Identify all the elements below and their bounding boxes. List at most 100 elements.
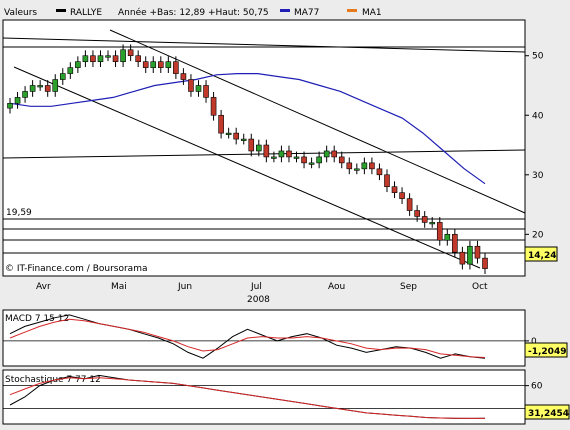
candle [120,49,126,62]
credit: © IT-Finance.com / Boursorama [5,264,147,274]
candle [301,156,307,164]
candle [165,61,172,68]
candle [421,216,428,223]
candle [97,55,104,62]
price-tick-label: 20 [532,230,544,240]
macd-title: MACD 7 15 12 [5,314,69,324]
level-label: 19,59 [6,208,32,218]
indicator-line [9,318,486,358]
candle [414,210,420,217]
candles [7,44,488,274]
candle [331,150,338,158]
month-label: Aou [328,282,345,292]
month-label: Jul [250,282,262,292]
candle [14,97,21,104]
ma77-path [9,73,486,185]
candle [59,73,66,80]
ma1-label: MA1 [362,8,382,18]
stoch-last-value: 31,2454 [528,409,569,419]
candle [195,85,202,92]
candle [444,234,451,241]
month-label: Oct [472,282,488,292]
candle [482,257,488,269]
candle [286,150,292,158]
candle [346,162,353,170]
indicator-line [9,377,485,419]
candle [157,61,164,68]
ma77-label: MA77 [294,8,319,18]
candle [399,192,405,199]
candle [263,144,270,158]
candle [376,168,383,176]
candle [233,132,239,140]
ma1-swatch [347,9,357,12]
candle [429,222,436,225]
year-label: 2008 [247,295,270,305]
symbol-swatch [56,9,66,12]
candle [361,162,368,170]
month-label: Avr [36,282,51,292]
price-tick-label: 30 [532,171,544,181]
candle [248,138,255,152]
candle [436,222,443,241]
candle [37,85,43,88]
candle [271,156,277,159]
macd-panel [2,309,526,367]
candle [135,55,141,62]
price-tick-label: 50 [532,52,544,62]
candle [173,61,179,74]
candle [210,97,217,116]
candle [278,150,285,158]
candle [44,85,51,92]
month-labels: Avr Mai Jun Jul Aou Sep Oct [36,282,488,292]
macd-lines [9,314,486,359]
candle [308,162,315,165]
stoch-lines [9,374,486,419]
candle [316,156,322,164]
candle [391,186,398,193]
indicator-tick-label: 0 [531,337,537,347]
candle [218,114,224,134]
candle [203,85,209,98]
price-tick-label: 40 [532,111,544,121]
candle [180,73,187,80]
candle [90,55,96,62]
candle [225,132,232,135]
macd-y-ticks: 0 [3,337,537,347]
candle [75,61,81,68]
candle [369,162,375,170]
candle [188,79,194,92]
candle [142,61,149,68]
last-price-box [524,246,558,262]
candle [105,55,111,58]
stoch-last-box [524,404,570,420]
last-price-value: 14,24 [528,251,556,261]
macd-last-value: -1,2049 [528,347,566,357]
candle [82,55,89,62]
range-text: Année +Bas: 12,89 +Haut: 50,75 [118,7,269,18]
candle [459,251,466,265]
candle [354,168,360,171]
candle [29,85,36,92]
candle [256,144,262,152]
candle [127,49,134,57]
indicator-tick-label: 60 [531,382,543,392]
candle [22,91,28,98]
candle [150,61,157,68]
month-label: Mai [111,282,127,292]
price-y-ticks: 20 30 40 50 [525,52,544,240]
trendline-flat [2,37,526,53]
candle [67,67,74,74]
month-label: Sep [400,282,417,292]
month-label: Jun [177,282,192,292]
candle [474,245,481,259]
candle [112,55,119,62]
trendline-upper [109,29,526,214]
candle [293,156,300,159]
candle [323,150,330,158]
candle [406,198,413,211]
valeurs-label: Valeurs [4,8,37,18]
candle [384,174,390,187]
candle [467,245,473,265]
